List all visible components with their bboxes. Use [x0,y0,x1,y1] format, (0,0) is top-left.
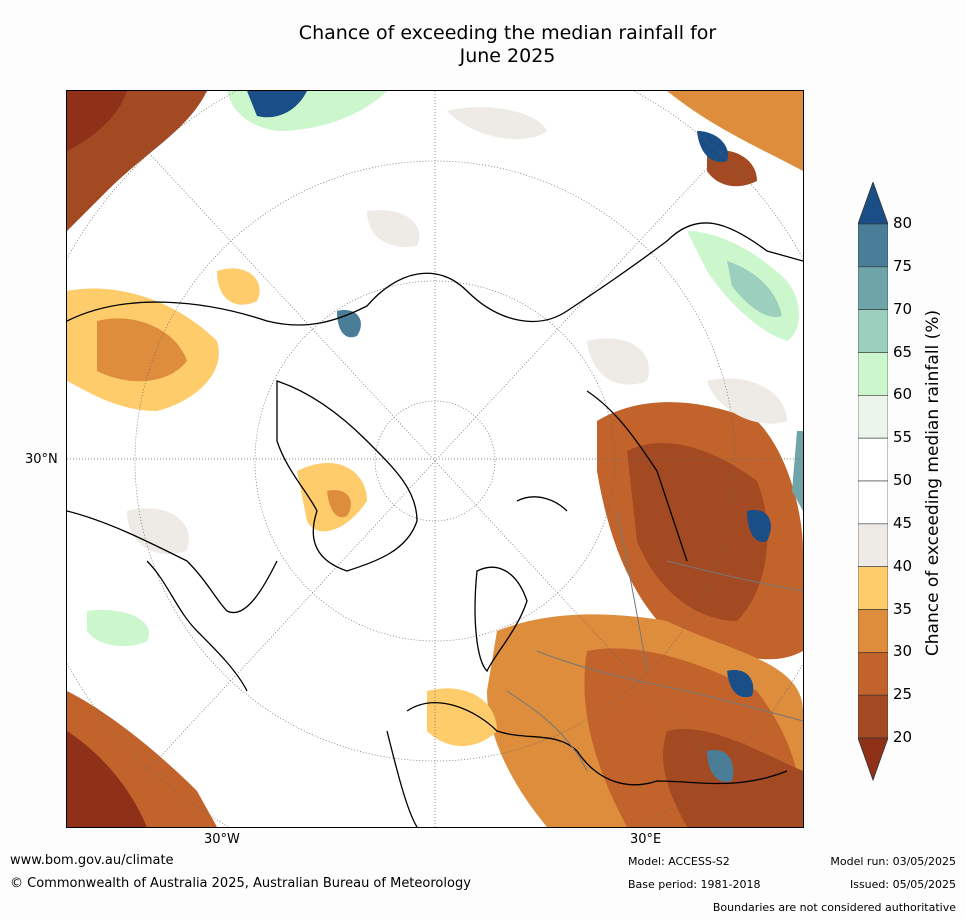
map-canvas [67,91,803,827]
footer-model: Model: ACCESS-S2 [628,855,730,868]
lon-label-30e: 30°E [630,832,662,847]
lon-label-30w: 30°W [204,832,240,847]
footer-base-period: Base period: 1981-2018 [628,878,761,891]
colorbar-band [858,480,888,525]
colorbar-band [858,223,888,268]
colorbar-tick-label: 40 [893,556,913,575]
colorbar-tick-label: 65 [893,342,913,361]
colorbar-tick-label: 30 [893,642,913,661]
colorbar-tick-label: 35 [893,599,913,618]
colorbar-tick-label: 20 [893,728,913,746]
colorbar-band [858,609,888,653]
colorbar-tick-label: 50 [893,471,913,489]
colorbar-bottom-arrow [858,737,888,782]
colorbar-band [858,309,888,353]
footer-model-run: Model run: 03/05/2025 [830,855,956,868]
title-line-1: Chance of exceeding the median rainfall … [298,22,717,44]
colorbar-band [858,437,888,482]
colorbar-tick-label: 80 [893,214,913,232]
colorbar-band [858,652,888,696]
map-title: Chance of exceeding the median rainfall … [210,22,805,68]
footer-website[interactable]: www.bom.gov.au/climate [10,853,174,868]
colorbar [858,182,888,782]
coastlines [67,222,803,827]
footer-disclaimer: Boundaries are not considered authoritat… [712,901,956,914]
dry-anomaly-shading [67,91,803,827]
colorbar-tick-label: 70 [893,299,913,318]
colorbar-tick-label: 25 [893,685,913,704]
country-borders [506,510,803,772]
rainfall-map [66,90,804,828]
colorbar-tick-label: 60 [893,385,913,404]
footer-issued: Issued: 05/05/2025 [849,878,956,891]
footer-copyright: © Commonwealth of Australia 2025, Austra… [10,876,471,891]
colorbar-tick-label: 55 [893,428,913,447]
title-line-2: June 2025 [459,45,556,67]
colorbar-title: Chance of exceeding median rainfall (%) [923,309,943,657]
colorbar-band [858,566,888,610]
colorbar-band [858,395,888,439]
colorbar-band [858,694,888,739]
colorbar-band [858,523,888,567]
lat-label-30n: 30°N [25,452,58,467]
colorbar-band [858,352,888,396]
graticule [67,91,803,827]
colorbar-tick-label: 45 [893,513,913,532]
colorbar-tick-label: 75 [893,256,913,275]
neutral-shading [127,107,787,555]
colorbar-top-arrow [858,182,888,225]
colorbar-band [858,266,888,310]
